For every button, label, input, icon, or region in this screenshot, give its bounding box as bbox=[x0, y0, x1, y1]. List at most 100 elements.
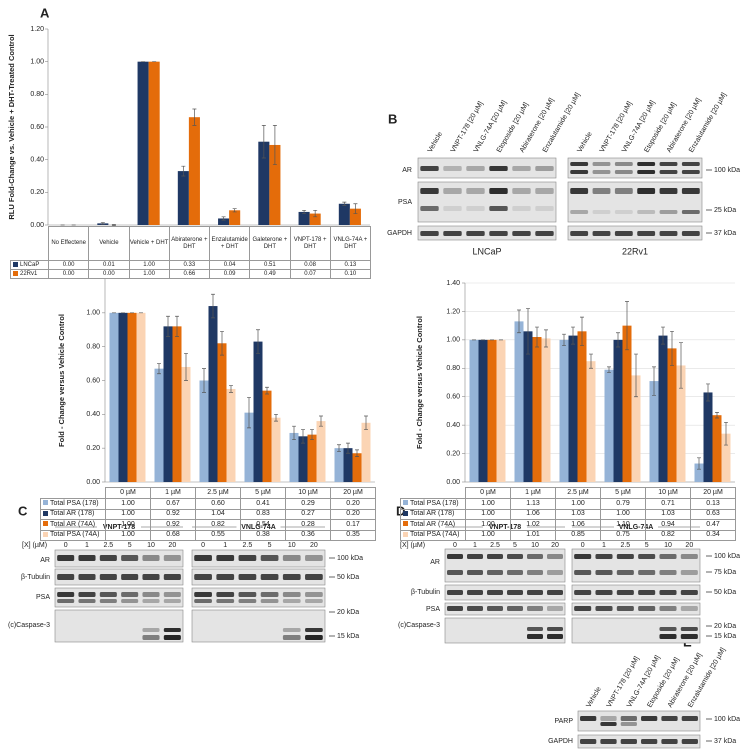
value-label: 0.79 bbox=[600, 498, 646, 510]
legend-label: Total AR (178) bbox=[50, 510, 95, 518]
blot-strip bbox=[417, 181, 557, 223]
value-label: 0.08 bbox=[289, 260, 331, 270]
error-bar bbox=[517, 309, 521, 334]
bar bbox=[586, 361, 596, 482]
legend-label: 22Rv1 bbox=[20, 270, 38, 277]
blot-band bbox=[447, 606, 463, 611]
bar bbox=[631, 375, 641, 482]
y-tick-label: 0.40 bbox=[446, 422, 460, 429]
error-bar bbox=[175, 315, 179, 337]
blot-band bbox=[570, 188, 589, 194]
value-label: 1.13 bbox=[510, 498, 556, 510]
legend-cell: 22Rv1 bbox=[10, 269, 49, 279]
blot-band bbox=[600, 739, 617, 744]
value-label: 0.13 bbox=[329, 260, 372, 270]
value-label: 0.92 bbox=[150, 519, 196, 531]
category-label: Vehicle bbox=[88, 226, 130, 261]
blot-band bbox=[580, 716, 597, 721]
blot-band bbox=[592, 231, 611, 236]
blot-band bbox=[507, 570, 523, 575]
value-label: 1.03 bbox=[555, 508, 601, 520]
bar bbox=[667, 348, 677, 482]
legend-swatch bbox=[403, 531, 408, 537]
error-bar bbox=[724, 421, 728, 446]
blot-band bbox=[595, 570, 613, 575]
bar bbox=[118, 312, 128, 482]
category-label: 10 µM bbox=[645, 487, 691, 499]
legend-cell: Total AR (74A) bbox=[400, 519, 466, 531]
blot-band bbox=[659, 188, 678, 194]
blot-band bbox=[420, 188, 439, 194]
blot-band bbox=[420, 231, 439, 236]
blot-label: 2.5 bbox=[103, 542, 113, 549]
blot-strip bbox=[54, 549, 184, 568]
blot-label: PARP bbox=[554, 718, 573, 725]
blot-strip bbox=[444, 617, 566, 644]
blot-band bbox=[487, 554, 503, 559]
blot-band bbox=[681, 739, 698, 744]
error-bar bbox=[157, 363, 161, 375]
blot-band bbox=[447, 554, 463, 559]
value-label: 0.00 bbox=[47, 269, 90, 279]
blot-band bbox=[57, 599, 75, 603]
bar bbox=[658, 335, 668, 482]
blot-band bbox=[57, 592, 75, 597]
bar bbox=[694, 463, 704, 482]
error-bar bbox=[302, 209, 307, 214]
blot-band bbox=[489, 231, 508, 236]
blot-band bbox=[194, 574, 212, 580]
blot-band bbox=[260, 599, 279, 603]
blot-label: 100 kDa bbox=[714, 716, 740, 723]
legend-label: LNCaP bbox=[20, 261, 40, 268]
blot-band bbox=[592, 210, 611, 214]
blot-strip bbox=[54, 609, 184, 643]
legend-cell: Total AR (178) bbox=[400, 508, 466, 520]
legend-cell: Total PSA (178) bbox=[40, 498, 106, 510]
lane-label: Vehicle bbox=[576, 131, 593, 154]
value-label: 0.10 bbox=[329, 269, 372, 279]
category-label: 2.5 µM bbox=[195, 487, 241, 499]
y-tick-label: 0.20 bbox=[446, 450, 460, 457]
value-label: 1.00 bbox=[555, 498, 601, 510]
category-label: Vehicle + DHT bbox=[128, 226, 170, 261]
blot-band bbox=[305, 555, 323, 561]
category-label: 2.5 µM bbox=[555, 487, 601, 499]
blot-band bbox=[595, 606, 613, 611]
blot-band bbox=[489, 166, 508, 171]
legend-swatch bbox=[403, 510, 408, 516]
blot-label: 0 bbox=[581, 542, 585, 549]
legend-swatch bbox=[43, 510, 48, 516]
blot-strip bbox=[444, 548, 566, 583]
blot-label: 15 kDa bbox=[337, 633, 359, 640]
error-bar bbox=[202, 368, 206, 393]
blot-band bbox=[547, 634, 563, 639]
value-label: 0.71 bbox=[645, 498, 691, 510]
blot-label: 10 bbox=[664, 542, 672, 549]
blot-band bbox=[238, 592, 257, 597]
blot-band bbox=[194, 599, 212, 603]
blot-band bbox=[547, 606, 563, 611]
value-label: 0.66 bbox=[168, 269, 211, 279]
blot-band bbox=[680, 634, 698, 639]
bar bbox=[349, 208, 361, 225]
blot-strip bbox=[191, 568, 326, 586]
value-label: 0.13 bbox=[690, 498, 736, 510]
error-bar bbox=[184, 353, 188, 381]
blot-label: 5 bbox=[645, 542, 649, 549]
bar bbox=[309, 213, 321, 225]
blot-band bbox=[466, 231, 485, 236]
y-tick-label: 0.00 bbox=[86, 479, 100, 486]
blot-label: 20 bbox=[168, 542, 176, 549]
error-bar bbox=[589, 353, 593, 369]
blot-band bbox=[216, 574, 235, 580]
blot-label: 100 kDa bbox=[337, 555, 363, 562]
blot-band bbox=[659, 590, 677, 595]
category-label: 0 µM bbox=[465, 487, 511, 499]
blot-band bbox=[238, 555, 257, 561]
blot-band bbox=[447, 590, 463, 595]
legend-label: Total AR (178) bbox=[410, 510, 455, 518]
blot-label: 10 bbox=[531, 542, 539, 549]
legend-swatch bbox=[13, 261, 18, 267]
blot-strip bbox=[571, 584, 701, 601]
error-bar bbox=[342, 201, 347, 206]
